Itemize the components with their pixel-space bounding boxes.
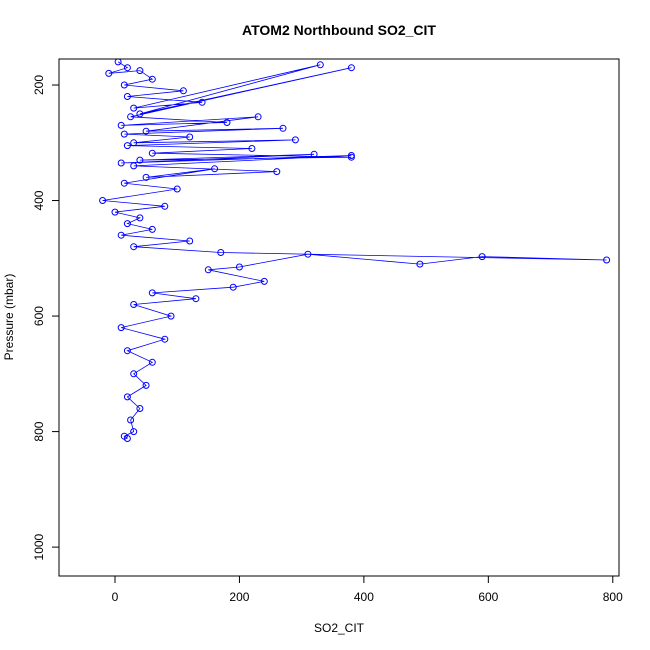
- data-point-0-70: [123, 435, 131, 442]
- data-point-0-41: [123, 220, 131, 228]
- data-point-0-64: [142, 381, 150, 389]
- data-point-0-16: [254, 113, 262, 121]
- x-tick-label-0: 0: [112, 590, 119, 604]
- y-tick-label-1000: 1000: [32, 533, 46, 560]
- data-point-0-46: [217, 249, 225, 256]
- data-point-0-34: [211, 165, 219, 173]
- data-point-0-31: [130, 162, 138, 170]
- x-tick-label-400: 400: [354, 590, 374, 604]
- x-tick-label-200: 200: [229, 590, 249, 604]
- data-point-0-48: [478, 253, 486, 261]
- data-point-0-20: [186, 133, 194, 141]
- data-point-0-12: [347, 64, 355, 72]
- data-point-0-29: [117, 159, 125, 167]
- data-point-0-36: [173, 185, 181, 193]
- data-point-0-38: [161, 202, 169, 210]
- data-point-0-65: [123, 393, 131, 401]
- data-point-0-8: [198, 98, 206, 106]
- data-point-0-39: [111, 208, 119, 216]
- data-point-0-49: [416, 260, 424, 268]
- data-point-0-51: [235, 263, 243, 271]
- x-axis: 0 200 400 600 800: [112, 575, 623, 604]
- data-point-0-50: [304, 250, 312, 258]
- data-point-0-10: [316, 61, 324, 69]
- y-axis-label: Pressure (mbar): [2, 274, 16, 361]
- data-point-0-62: [148, 358, 156, 366]
- chart-title: ATOM2 Northbound SO2_CIT: [242, 22, 436, 38]
- plot-frame: [58, 58, 620, 577]
- data-point-0-57: [130, 301, 138, 308]
- data-point-0-59: [117, 324, 125, 332]
- data-point-0-15: [117, 121, 125, 129]
- data-point-0-32: [273, 168, 281, 176]
- x-tick-label-800: 800: [603, 590, 623, 604]
- x-tick-label-600: 600: [478, 590, 498, 604]
- data-point-0-25: [148, 149, 156, 157]
- data-point-0-42: [148, 225, 156, 233]
- data-point-0-28: [310, 150, 318, 158]
- data-point-0-30: [347, 152, 355, 159]
- data-point-0-35: [120, 179, 128, 187]
- data-point-0-45: [130, 243, 138, 251]
- data-point-0-6: [179, 87, 187, 95]
- data-point-0-58: [167, 312, 175, 320]
- data-point-0-52: [204, 266, 212, 274]
- data-point-0-1: [123, 64, 131, 72]
- data-point-0-33: [142, 173, 150, 181]
- data-point-0-61: [123, 347, 131, 355]
- data-point-0-22: [291, 136, 299, 144]
- data-point-0-18: [279, 124, 287, 132]
- data-point-0-4: [148, 75, 156, 83]
- y-axis: 200 400 600 800 1000: [32, 75, 60, 560]
- y-tick-label-200: 200: [32, 75, 46, 95]
- data-point-0-7: [123, 93, 131, 100]
- data-point-0-40: [136, 214, 144, 222]
- data-point-0-60: [161, 335, 169, 343]
- data-point-0-9: [130, 104, 138, 112]
- y-tick-label-400: 400: [32, 190, 46, 210]
- data-point-0-53: [260, 277, 268, 285]
- data-point-0-63: [130, 370, 138, 378]
- data-point-0-19: [120, 130, 128, 138]
- data-point-0-21: [130, 139, 138, 147]
- data-point-0-43: [117, 231, 125, 239]
- data-point-0-47: [603, 256, 611, 264]
- y-tick-label-600: 600: [32, 306, 46, 326]
- data-point-0-66: [136, 405, 144, 412]
- data-point-0-3: [136, 67, 144, 75]
- data-point-0-24: [248, 145, 256, 152]
- data-point-0-11: [136, 110, 144, 118]
- data-point-0-56: [192, 295, 200, 303]
- data-point-0-68: [130, 428, 138, 436]
- data-point-0-17: [142, 127, 150, 135]
- data-point-0-14: [223, 119, 231, 126]
- data-point-0-44: [186, 237, 194, 245]
- data-point-0-2: [105, 69, 113, 77]
- data-point-0-37: [99, 197, 107, 204]
- series-line-0: [102, 61, 607, 439]
- data-point-0-54: [229, 283, 237, 291]
- data-point-0-5: [120, 81, 128, 89]
- data-point-0-27: [136, 156, 144, 164]
- data-point-0-13: [127, 113, 135, 121]
- x-axis-label: SO2_CIT: [314, 621, 365, 635]
- plot-area: [99, 58, 611, 442]
- y-tick-label-800: 800: [32, 421, 46, 441]
- data-point-0-23: [123, 142, 131, 150]
- data-point-0-67: [127, 416, 135, 424]
- data-point-0-55: [148, 289, 156, 297]
